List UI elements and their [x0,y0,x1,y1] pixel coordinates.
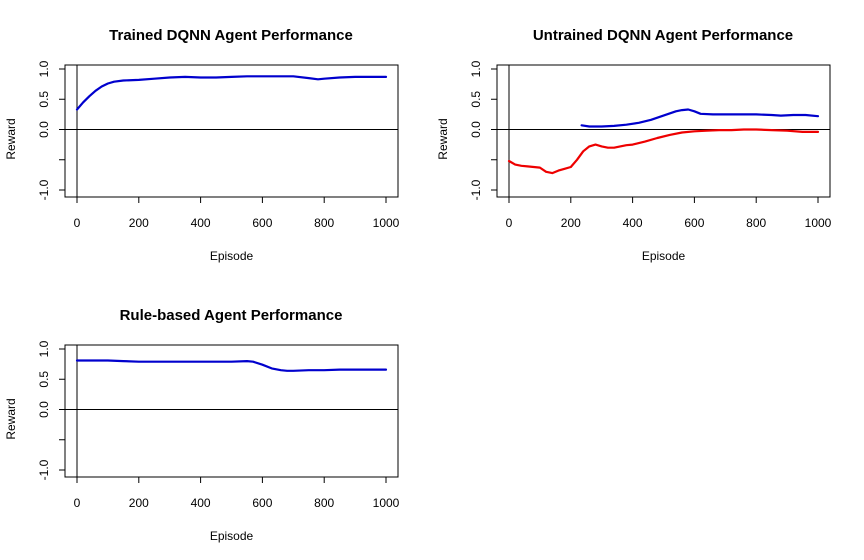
x-tick-label: 200 [561,216,581,230]
series-line-1 [75,75,388,111]
x-tick-label: 400 [191,496,211,510]
x-axis-label: Episode [210,249,254,263]
x-tick-label: 600 [684,216,704,230]
x-tick-label: 200 [129,216,149,230]
x-tick-label: 800 [314,216,334,230]
y-axis-label: Reward [4,118,18,159]
y-tick-label: 0.5 [37,371,51,388]
x-tick-label: 400 [191,216,211,230]
y-tick-label: -1.0 [37,459,51,480]
x-tick-label: 800 [746,216,766,230]
y-tick-label: 1.0 [37,60,51,77]
x-tick-label: 1000 [373,216,400,230]
chart-title: Untrained DQNN Agent Performance [533,27,793,44]
y-tick-label: 1.0 [37,340,51,357]
plot-frame [64,64,399,198]
x-axis-label: Episode [210,529,254,543]
x-tick-label: 800 [314,496,334,510]
y-tick-label: -1.0 [469,179,483,200]
x-tick-label: 200 [129,496,149,510]
series-line-1 [580,108,820,128]
chart-title: Trained DQNN Agent Performance [109,27,353,44]
x-tick-label: 600 [252,216,272,230]
y-tick-label: 0.0 [469,121,483,138]
plot-frame [64,344,399,478]
x-axis-label: Episode [642,249,686,263]
x-tick-label: 0 [506,216,513,230]
y-tick-label: 0.5 [469,91,483,108]
y-tick-label: 0.5 [37,91,51,108]
y-tick-label: 0.0 [37,401,51,418]
series-line-2 [507,128,820,175]
x-tick-label: 1000 [805,216,832,230]
chart-panel-3: Rule-based Agent Performance 0 200 400 600 80… [4,307,400,543]
x-tick-label: 400 [623,216,643,230]
x-tick-label: 600 [252,496,272,510]
chart-panel-1: Trained DQNN Agent Performance 0 200 400 600… [4,27,400,263]
y-tick-label: -1.0 [37,179,51,200]
x-tick-label: 0 [74,216,81,230]
y-tick-label: 1.0 [469,60,483,77]
x-tick-label: 0 [74,496,81,510]
chart-title: Rule-based Agent Performance [120,307,343,324]
y-axis-label: Reward [4,398,18,439]
series-line-1 [75,359,388,372]
y-tick-label: 0.0 [37,121,51,138]
x-tick-label: 1000 [373,496,400,510]
chart-panel-2: Untrained DQNN Agent Performance 0 200 400 6… [436,27,832,263]
y-axis-label: Reward [436,118,450,159]
